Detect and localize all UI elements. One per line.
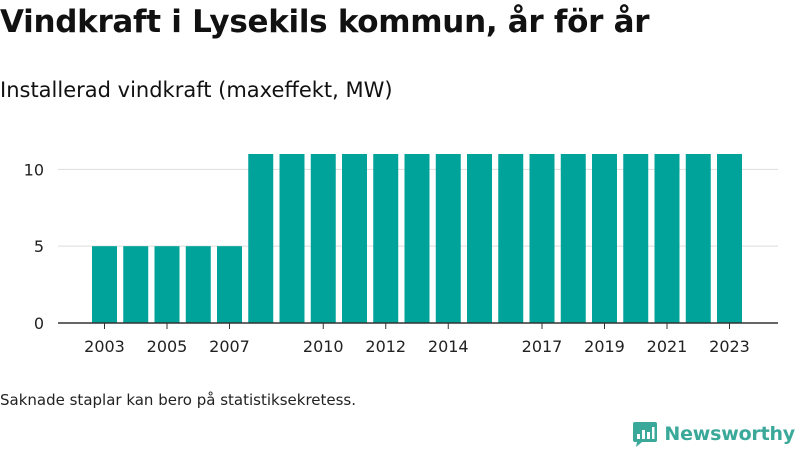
x-tick-label: 2005 (147, 337, 188, 356)
bar (248, 154, 274, 323)
bar (154, 246, 180, 323)
x-tick-label: 2019 (584, 337, 625, 356)
x-tick-label: 2021 (647, 337, 688, 356)
bar (498, 154, 524, 323)
chart-subtitle: Installerad vindkraft (maxeffekt, MW) (0, 78, 393, 102)
axes: 0 5 10 2003 2005 2007 2010 2012 2014 2017 2019 2021… (24, 160, 778, 356)
x-tick-label: 2023 (709, 337, 750, 356)
bar (529, 154, 555, 323)
x-tick-label: 2007 (209, 337, 250, 356)
bar (685, 154, 711, 323)
bar (467, 154, 492, 323)
chart-title: Vindkraft i Lysekils kommun, år för år (0, 4, 650, 40)
bar (217, 246, 242, 323)
x-tick-label: 2003 (84, 337, 125, 356)
brand-name: Newsworthy (664, 423, 795, 445)
bar (342, 154, 367, 323)
bar (373, 154, 399, 323)
bar (310, 154, 336, 323)
bar (185, 246, 211, 323)
bar (560, 154, 586, 323)
newsworthy-logo-icon (633, 422, 658, 447)
y-tick-label: 10 (24, 160, 44, 179)
x-tick-label: 2010 (303, 337, 344, 356)
x-tick-label: 2014 (428, 337, 469, 356)
bar (717, 154, 742, 323)
bar (435, 154, 461, 323)
bar (123, 246, 149, 323)
bar (279, 154, 305, 323)
y-tick-label: 0 (34, 314, 44, 333)
y-tick-label: 5 (34, 237, 44, 256)
bar (592, 154, 617, 323)
bar (623, 154, 649, 323)
bar (404, 154, 430, 323)
x-tick-label: 2017 (522, 337, 563, 356)
bars (92, 154, 742, 323)
x-tick-label: 2012 (365, 337, 406, 356)
bar (92, 246, 117, 323)
footnote: Saknade staplar kan bero på statistiksek… (0, 391, 357, 409)
brand-logo: Newsworthy (632, 419, 795, 449)
bar (654, 154, 680, 323)
